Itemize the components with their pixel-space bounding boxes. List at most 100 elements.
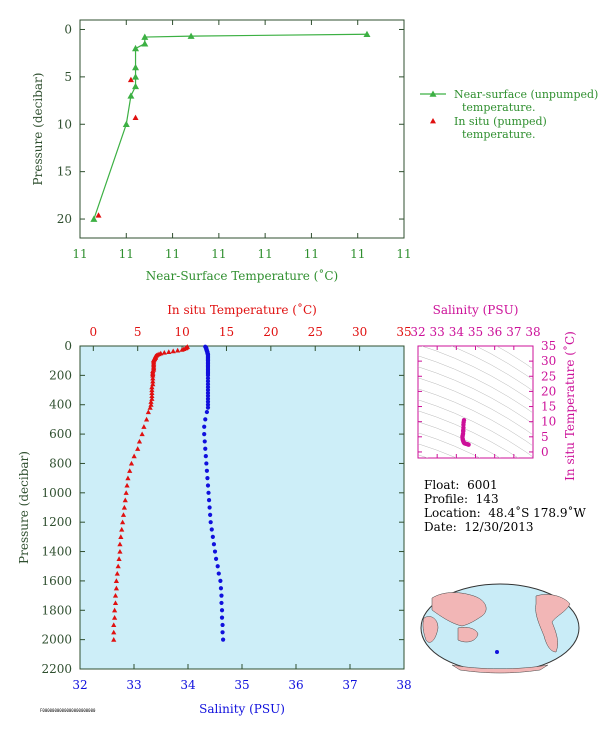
salinity-point — [213, 556, 219, 561]
salinity-point — [218, 586, 224, 591]
temperature-point — [150, 381, 156, 387]
ts-y-tick-label: 5 — [541, 430, 549, 444]
temperature-point — [117, 541, 123, 547]
profile-y-tick-label: 800 — [49, 456, 72, 470]
ts-contour-line — [421, 346, 533, 403]
temperature-point — [149, 387, 155, 393]
temperature-point — [139, 431, 145, 437]
ts-y-tick-label: 15 — [541, 400, 556, 414]
date-label: Date: — [424, 520, 457, 534]
ts-y-tick-label: 20 — [541, 384, 556, 398]
profile-y-tick-label: 400 — [49, 398, 72, 412]
ts-contour-line — [418, 421, 501, 458]
salinity-point — [211, 542, 217, 547]
profile-y-tick-label: 200 — [49, 368, 72, 382]
temperature-point — [145, 409, 151, 415]
ts-y-tick-label: 10 — [541, 415, 556, 429]
ts-contour-line — [418, 432, 481, 458]
map-land-africa — [422, 616, 439, 643]
salinity-point — [209, 527, 214, 532]
temperature-point — [170, 348, 176, 354]
profile-plot-frame — [79, 345, 405, 670]
temperature-point — [141, 424, 147, 429]
temperature-point — [120, 519, 126, 525]
salinity-point — [203, 417, 208, 422]
temperature-point — [150, 375, 156, 381]
temperature-point — [116, 556, 122, 561]
top-y-tick-label: 5 — [64, 70, 72, 84]
temp-tick-label: 20 — [263, 325, 278, 339]
profile-y-tick-label: 600 — [49, 427, 72, 441]
location-label: Location: — [424, 506, 481, 520]
salinity-point — [205, 387, 211, 393]
top-x-tick-label: 11 — [350, 247, 365, 261]
top-y-tick-label: 10 — [57, 117, 72, 131]
ts-x-tick-label: 35 — [468, 325, 483, 339]
in-situ-point — [127, 76, 134, 83]
top-x-tick-label: 11 — [72, 247, 87, 261]
ts-title: Salinity (PSU) — [433, 303, 519, 317]
salinity-point — [205, 402, 211, 407]
salinity-point — [204, 461, 209, 466]
legend-marker-in-situ — [430, 118, 436, 124]
near-surface-point — [187, 32, 195, 39]
salinity-point — [203, 454, 208, 459]
temperature-point — [131, 453, 137, 459]
temperature-point — [166, 349, 172, 354]
map-land-antarctica — [451, 664, 549, 674]
temp-tick-label: 15 — [219, 325, 234, 339]
float-row: Float: 6001 — [424, 478, 586, 492]
salinity-point — [205, 376, 211, 381]
salinity-point — [205, 382, 211, 387]
salinity-point — [219, 593, 224, 598]
top-x-tick-label: 11 — [258, 247, 273, 261]
in-situ-point — [132, 114, 139, 121]
salinity-point — [202, 424, 207, 429]
temperature-point — [112, 607, 118, 613]
profile-y-tick-label: 1800 — [41, 603, 72, 617]
salinity-point — [205, 390, 211, 396]
world-map — [420, 583, 580, 674]
top-x-tick-label: 11 — [165, 247, 180, 261]
temperature-point — [117, 548, 123, 554]
temperature-point — [120, 512, 127, 517]
salinity-point — [220, 622, 225, 628]
near-surface-point — [141, 33, 149, 40]
ts-contour-line — [418, 388, 533, 447]
near-surface-point — [363, 30, 371, 38]
ts-contour-line — [418, 366, 533, 425]
salinity-point — [218, 578, 223, 584]
near-surface-point — [132, 73, 140, 80]
ts-x-tick-label: 32 — [410, 325, 425, 339]
salinity-tick-label: 35 — [234, 678, 249, 692]
salinity-point — [205, 379, 211, 384]
temperature-point — [118, 534, 124, 539]
temperature-point — [112, 615, 118, 620]
temperature-point — [124, 482, 130, 488]
salinity-point — [205, 393, 211, 399]
temperature-point — [122, 497, 128, 503]
map-land-australia — [457, 627, 479, 643]
near-surface-point — [90, 215, 98, 222]
legend-marker-near-surface — [429, 90, 437, 97]
legend-label-near-surface-1: Near-surface (unpumped) — [454, 88, 598, 101]
top-x-tick-label: 11 — [211, 247, 226, 261]
salinity-point — [216, 571, 221, 576]
temperature-point — [121, 504, 127, 510]
map-float-marker — [495, 650, 499, 654]
temp-tick-label: 0 — [89, 325, 97, 339]
legend-label-in-situ-1: In situ (pumped) — [454, 115, 547, 128]
near-surface-point — [122, 120, 130, 128]
salinity-axis-label: Salinity (PSU) — [199, 702, 285, 716]
temp-axis-label: In situ Temperature (˚C) — [167, 302, 317, 317]
top-y-tick-label: 0 — [64, 22, 72, 36]
temperature-point — [112, 600, 119, 606]
temp-tick-label: 10 — [174, 325, 189, 339]
profile-y-tick-label: 1200 — [41, 515, 72, 529]
salinity-point — [205, 385, 211, 390]
salinity-point — [208, 520, 213, 525]
temperature-point — [161, 350, 167, 355]
temperature-point — [114, 570, 120, 576]
temperature-point — [136, 438, 143, 444]
profile-y-tick-label: 1600 — [41, 574, 72, 588]
